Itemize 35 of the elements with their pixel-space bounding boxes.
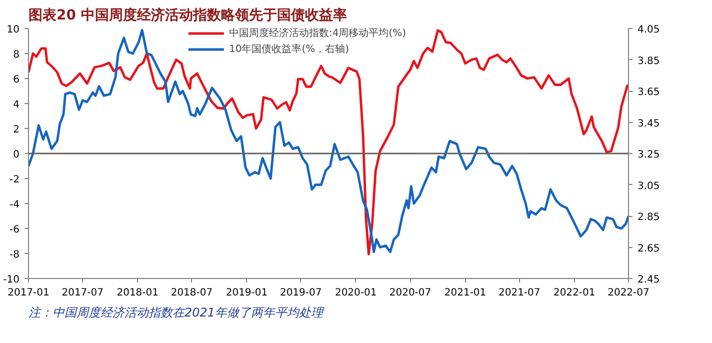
y-tick-label: 4	[13, 100, 20, 110]
y-tick-label: -6	[10, 224, 20, 236]
x-tick-label: 2018-07	[170, 288, 213, 298]
x-tick-label: 2020-01	[334, 288, 377, 298]
y-tick-label: 2	[13, 124, 20, 136]
y2-tick-label: 3.85	[638, 56, 660, 67]
y-tick-label: -8	[10, 250, 20, 260]
chart-title: 图表20 中国周度经济活动指数略领先于国债收益率	[28, 6, 347, 24]
y2-tick-label: 3.05	[638, 180, 660, 192]
x-tick-label: 2019-01	[226, 288, 268, 298]
y-tick-label: -10	[3, 274, 20, 286]
y2-tick-label: 3.25	[638, 150, 660, 160]
x-tick-label: 2019-07	[280, 288, 322, 298]
y-tick-label: 6	[13, 74, 20, 86]
y2-tick-label: 2.85	[638, 212, 660, 223]
y2-tick-label: 3.45	[638, 118, 660, 130]
y2-tick-label: 3.65	[638, 87, 660, 98]
y2-tick-label: 2.65	[638, 243, 660, 254]
x-tick-label: 2017-07	[62, 288, 104, 298]
text: 注：中国周度经济活动指数在2021年做了两年平均处理	[28, 306, 326, 320]
x-tick-label: 2021-07	[498, 288, 540, 298]
x-tick-label: 2017-01	[8, 288, 50, 298]
y-tick-label: -4	[10, 200, 20, 210]
x-tick-label: 2018-01	[116, 288, 159, 298]
y2-tick-label: 4.05	[638, 24, 660, 36]
x-tick-label: 2022-01	[554, 288, 596, 298]
y-tick-label: 0	[13, 150, 20, 160]
y-tick-label: 10	[6, 24, 20, 36]
x-tick-label: 2021-01	[444, 288, 486, 298]
x-tick-label: 2022-07	[608, 288, 650, 298]
x-tick-label: 2020-07	[389, 288, 432, 298]
y-tick-label: 8	[13, 50, 20, 60]
legend-label: 10年国债收益率(%，右轴)	[229, 42, 350, 56]
y-tick-label: -2	[10, 174, 20, 186]
y2-tick-label: 2.45	[638, 274, 660, 286]
